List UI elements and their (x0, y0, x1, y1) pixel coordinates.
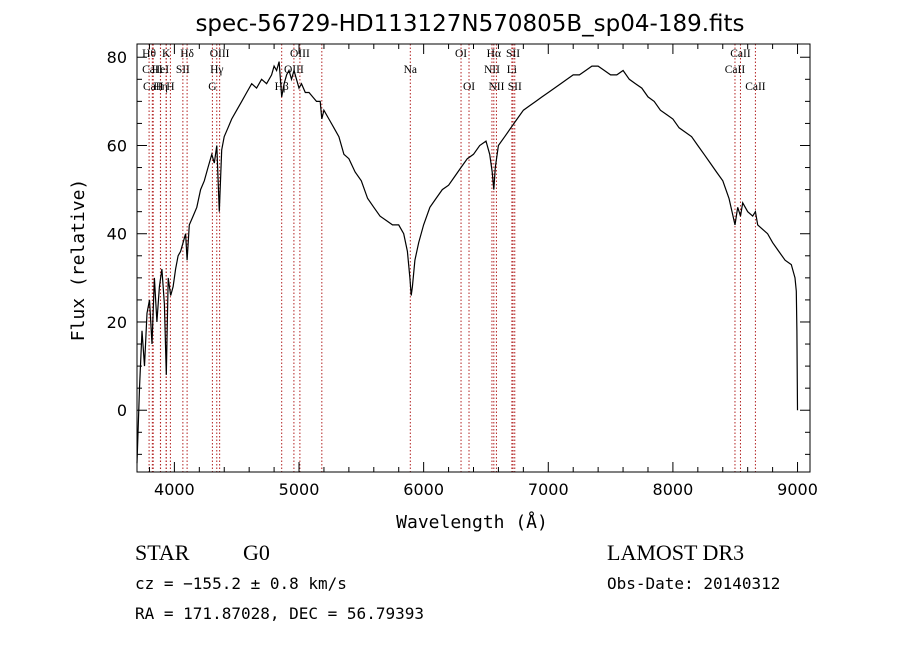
y-tick-label: 40 (107, 225, 127, 244)
coordinates: RA = 171.87028, DEC = 56.79393 (135, 604, 424, 623)
marker-label: SII (176, 64, 190, 76)
marker-label: K (162, 48, 171, 60)
marker-label: H (166, 81, 174, 93)
x-tick-label: 8000 (653, 480, 694, 499)
spectral-line-labels: HθCaIICaIIKHeIHηHδSIIHOIIIHγGOIIIOIIIHβN… (142, 48, 766, 93)
x-axis-label: Wavelength (Å) (396, 511, 548, 533)
x-tick-label: 6000 (403, 480, 444, 499)
marker-label: CaII (143, 81, 164, 93)
marker-label: OI (463, 81, 475, 93)
y-tick-label: 20 (107, 313, 127, 332)
marker-label: Hδ (180, 48, 194, 60)
y-axis-label: Flux (relative) (68, 179, 89, 342)
spectral-subclass: G0 (243, 540, 270, 565)
observation-date: Obs-Date: 20140312 (607, 574, 781, 593)
chart-title: spec-56729-HD113127N570805B_sp04-189.fit… (195, 11, 744, 37)
redshift-cz: cz = −155.2 ± 0.8 km/s (135, 574, 347, 593)
x-tick-label: 7000 (528, 480, 569, 499)
marker-label: Na (404, 64, 417, 76)
survey-name: LAMOST DR3 (607, 540, 745, 565)
object-class: STAR (135, 540, 190, 565)
y-tick-label: 80 (107, 48, 127, 67)
marker-label: OIII (290, 48, 310, 60)
marker-label: Li (507, 64, 517, 76)
marker-label: CaII (745, 81, 766, 93)
marker-label: Hα (487, 48, 501, 60)
x-tick-label: 4000 (154, 480, 195, 499)
spectral-line-markers (148, 44, 756, 472)
marker-label: CaII (142, 64, 163, 76)
marker-label: NII (488, 81, 504, 93)
x-tick-label: 9000 (777, 480, 818, 499)
marker-label: Hβ (275, 81, 289, 93)
marker-label: OIII (210, 48, 230, 60)
marker-label: HeI (152, 64, 169, 76)
marker-label: G (208, 81, 216, 93)
marker-label: OI (455, 48, 467, 60)
y-tick-label: 60 (107, 136, 127, 155)
marker-label: SII (508, 81, 522, 93)
marker-label: Hθ (142, 48, 156, 60)
marker-label: Hγ (210, 64, 223, 76)
marker-label: CaII (730, 48, 751, 60)
marker-label: SII (506, 48, 520, 60)
marker-label: Hη (153, 81, 167, 93)
marker-label: NII (484, 64, 500, 76)
axis-ticks: 4000 5000 6000 7000 8000 9000 0 20 40 60 80 (107, 44, 818, 499)
x-tick-label: 5000 (279, 480, 320, 499)
marker-label: CaII (725, 64, 746, 76)
spectrum-line (136, 61, 799, 464)
y-tick-label: 0 (117, 401, 127, 420)
